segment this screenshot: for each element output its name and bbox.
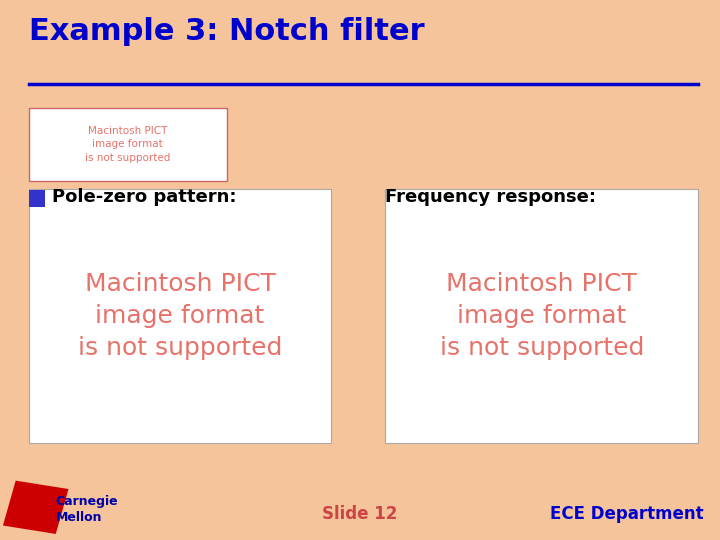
Text: Macintosh PICT
image format
is not supported: Macintosh PICT image format is not suppo… [78, 272, 282, 360]
Text: Slide 12: Slide 12 [323, 505, 397, 523]
Bar [29, 190, 45, 207]
Text: Pole-zero pattern:: Pole-zero pattern: [52, 188, 236, 206]
Text: Carnegie
Mellon: Carnegie Mellon [55, 495, 118, 524]
Text: Frequency response:: Frequency response: [385, 188, 596, 206]
Bar [3, 481, 68, 534]
Text: Macintosh PICT
image format
is not supported: Macintosh PICT image format is not suppo… [440, 272, 644, 360]
Text: ECE Department: ECE Department [549, 505, 703, 523]
Text: Macintosh PICT
image format
is not supported: Macintosh PICT image format is not suppo… [85, 126, 171, 163]
FancyBboxPatch shape [385, 189, 698, 443]
FancyBboxPatch shape [29, 108, 227, 181]
FancyBboxPatch shape [29, 189, 331, 443]
Text: Example 3: Notch filter: Example 3: Notch filter [29, 17, 424, 46]
